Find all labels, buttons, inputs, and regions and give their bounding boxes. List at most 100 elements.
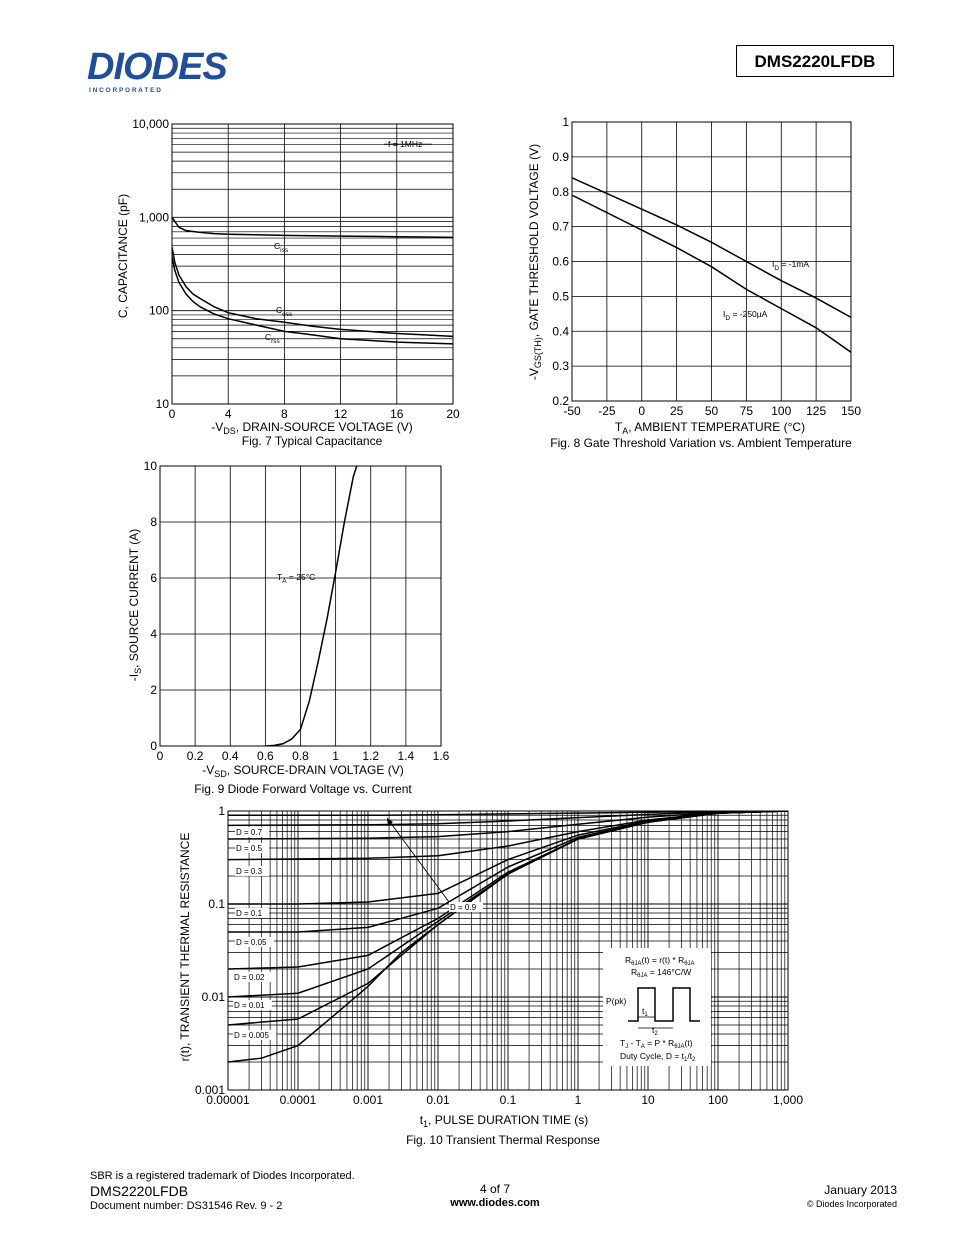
fig7-xtick-label: 0 (169, 407, 176, 421)
fig8-xtick-label: 25 (670, 404, 684, 418)
inset-t2: t2 (652, 1025, 658, 1037)
fig10-series-label-bg (235, 866, 270, 876)
fig9-xtick-label: 0.4 (222, 749, 239, 763)
fig8-ytick-label: 0.5 (552, 289, 569, 303)
fig8-ytick-label: 0.6 (552, 255, 569, 269)
fig7-ytick-label: 100 (149, 304, 169, 318)
fig8-ytick-label: 0.9 (552, 150, 569, 164)
fig8-label-250ua: ID = -250µA (723, 309, 768, 322)
fig10-series-label: D = 0.05 (236, 938, 267, 947)
fig10-xtick-label: 10 (641, 1093, 655, 1107)
inset-ppk: P(pk) (606, 996, 626, 1006)
fig8-ytick-label: 0.3 (552, 359, 569, 373)
fig10-series-line (228, 811, 788, 1063)
fig9-xtick-label: 0.2 (187, 749, 204, 763)
logo-text: DIODES (87, 46, 227, 88)
fig8-xlabel: TA, AMBIENT TEMPERATURE (°C) (615, 420, 805, 436)
fig7-label-ciss: Ciss (274, 241, 289, 254)
fig7-series-line (172, 256, 453, 345)
fig9-xtick-label: 1.6 (433, 749, 450, 763)
fig7-xtick-label: 12 (334, 407, 348, 421)
fig9-xtick-label: 1 (332, 749, 339, 763)
fig10-xtick-label: 1,000 (773, 1093, 803, 1107)
fig7-plot-frame (171, 123, 454, 405)
fig9-chart: 0 0.2 0.4 0.6 0.8 1 1.2 1.4 1.6 0 2 4 6 8 10 (144, 459, 450, 763)
fig8-xtick-label: 0 (638, 404, 645, 418)
fig10-series-label-bg (233, 1000, 272, 1010)
fig10-xtick-label: 0.1 (500, 1093, 517, 1107)
fig8-caption: Fig. 8 Gate Threshold Variation vs. Ambi… (550, 436, 852, 450)
fig8-xtick-label: 150 (841, 404, 861, 418)
fig8-xtick-label: -50 (563, 404, 581, 418)
fig10-xtick-label: 0.001 (353, 1093, 383, 1107)
fig7-label-coss: Coss (276, 305, 293, 318)
fig10-series-label: D = 0.02 (234, 973, 265, 982)
fig10-xtick-label: 100 (708, 1093, 728, 1107)
fig9-ytick-label: 0 (150, 739, 157, 753)
fig10-ytick-label: 1 (218, 804, 225, 818)
fig8-ylabel: -VGS(TH), GATE THRESHOLD VOLTAGE (V) (527, 144, 543, 380)
fig9-label-ta: TA = 25°C (277, 572, 315, 585)
fig9-caption: Fig. 9 Diode Forward Voltage vs. Current (194, 782, 412, 796)
fig10-ytick-label: 0.01 (202, 990, 226, 1004)
fig8-ytick-label: 0.8 (552, 185, 569, 199)
fig9-ylabel: -IS, SOURCE CURRENT (A) (127, 529, 143, 681)
fig9-ytick-label: 2 (150, 683, 157, 697)
fig8-ytick-label: 0.2 (552, 394, 569, 408)
logo-subtext: I N C O R P O R A T E D (89, 87, 161, 94)
inset-line2: RθJA = 146°C/W (631, 967, 691, 979)
fig7-caption: Fig. 7 Typical Capacitance (242, 434, 383, 448)
fig8-xtick-label: -25 (598, 404, 616, 418)
fig9-xtick-label: 1.2 (362, 749, 379, 763)
diodes-logo: DIODES I N C O R P O R A T E D (87, 46, 228, 94)
inset-t1: t1 (642, 1006, 648, 1018)
fig10-label-d09-bg (449, 902, 483, 912)
inset-line3: TJ - TA = P * RθJA(t) (620, 1038, 693, 1050)
fig9-xtick-label: 1.4 (398, 749, 415, 763)
fig10-label-d09-arrow (386, 817, 450, 903)
fig9-xtick-label: 0 (157, 749, 164, 763)
fig10-series-label: D = 0.005 (234, 1031, 269, 1040)
fig7-xtick-label: 16 (390, 407, 404, 421)
footer-website[interactable]: www.diodes.com (450, 1197, 540, 1209)
fig7-series-line (172, 246, 453, 338)
fig9-ytick-label: 4 (150, 627, 157, 641)
fig10-xtick-label: 1 (575, 1093, 582, 1107)
footer-part: DMS2220LFDB (90, 1183, 189, 1199)
fig9-xtick-label: 0.8 (292, 749, 309, 763)
fig10-series-label: D = 0.1 (236, 909, 263, 918)
fig9-ytick-label: 6 (150, 571, 157, 585)
fig10-series-label: D = 0.7 (236, 828, 263, 837)
fig8-ytick-label: 1 (562, 115, 569, 129)
fig10-series-line (228, 811, 788, 827)
fig7-label-crss: Crss (265, 332, 281, 345)
fig8-series-line (572, 177, 851, 318)
fig10-series-label-bg (235, 843, 270, 853)
fig10-chart: 0.00001 0.0001 0.001 0.01 0.1 1 10 100 1,000 0.00… (195, 804, 803, 1107)
fig10-caption: Fig. 10 Transient Thermal Response (406, 1133, 600, 1147)
fig7-xlabel: -VDS, DRAIN-SOURCE VOLTAGE (V) (211, 420, 412, 436)
fig10-xtick-label: 0.00001 (206, 1093, 250, 1107)
fig10-series-label-bg (235, 908, 270, 918)
fig7-ytick-label: 10,000 (132, 117, 169, 131)
fig8-ytick-label: 0.7 (552, 220, 569, 234)
fig10-xtick-label: 0.01 (426, 1093, 450, 1107)
inset-pulse-waveform (628, 987, 700, 1022)
fig10-ylabel: r(t), TRANSIENT THERMAL RESISTANCE (178, 833, 192, 1062)
footer-trademark: SBR is a registered trademark of Diodes … (90, 1170, 355, 1182)
fig7-ytick-label: 1,000 (139, 210, 169, 224)
fig8-xtick-label: 125 (806, 404, 826, 418)
footer-copyright: © Diodes Incorporated (806, 1199, 897, 1209)
fig10-series-label: D = 0.01 (234, 1001, 265, 1010)
fig9-ytick-label: 8 (150, 515, 157, 529)
fig10-inset: RθJA(t) = r(t) * RθJA RθJA = 146°C/W P(p… (603, 948, 711, 1066)
footer-docnum: Document number: DS31546 Rev. 9 - 2 (90, 1200, 283, 1212)
fig10-ytick-label: 0.1 (208, 897, 225, 911)
fig8-label-1ma: ID = -1mA (772, 259, 809, 272)
fig9-xtick-label: 0.6 (257, 749, 274, 763)
fig8-ytick-label: 0.4 (552, 324, 569, 338)
fig10-series-label: D = 0.5 (236, 844, 263, 853)
fig7-chart: 0 4 8 12 16 20 10 100 1,000 10,000 (132, 117, 460, 421)
footer-page: 4 of 7 (479, 1182, 511, 1196)
